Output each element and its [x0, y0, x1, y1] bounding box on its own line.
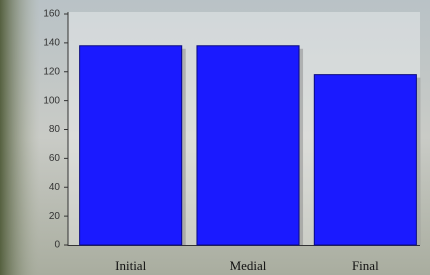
bar — [197, 46, 299, 245]
x-tick-label: Final — [352, 258, 379, 273]
bar — [314, 75, 416, 245]
page: {"chart_data": {"type": "bar", "categori… — [0, 0, 430, 275]
y-tick-label: 0 — [54, 240, 60, 251]
x-tick-label: Medial — [230, 258, 267, 273]
y-tick-label: 40 — [49, 182, 61, 193]
y-tick-label: 100 — [43, 95, 60, 106]
y-tick-label: 20 — [49, 211, 61, 222]
y-tick-label: 160 — [43, 9, 60, 20]
y-tick-label: 140 — [43, 38, 60, 49]
bar — [80, 46, 182, 245]
chart: 0 20 40 60 80 100 120 140 160 Initial Medial Final — [0, 0, 430, 275]
x-tick-label: Initial — [115, 258, 146, 273]
y-tick-label: 60 — [49, 153, 61, 164]
background-edge — [0, 0, 40, 275]
y-tick-label: 80 — [49, 124, 61, 135]
y-tick-label: 120 — [43, 66, 60, 77]
